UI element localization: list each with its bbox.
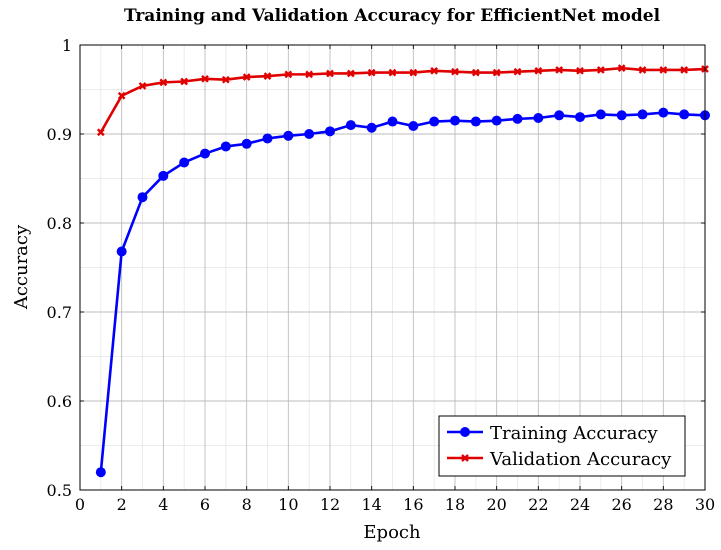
data-point-validation <box>201 74 209 83</box>
x-tick-label: 8 <box>242 495 252 514</box>
data-point-training <box>325 126 335 137</box>
data-point-validation <box>555 66 564 74</box>
y-tick-label: 1 <box>62 36 72 55</box>
data-point-training <box>450 115 460 126</box>
data-point-training <box>387 116 398 127</box>
y-tick-label: 0.9 <box>47 125 72 144</box>
data-point-training <box>470 116 481 127</box>
ticks: 0 2 4 6 8 10 12 14 16 18 20 22 24 26 28 300.50.60.70.80… <box>47 36 716 514</box>
plot-frame <box>79 44 706 491</box>
data-point-training <box>220 141 231 152</box>
legend-label-validation: Validation Accuracy <box>489 449 672 470</box>
data-point-training <box>491 115 502 126</box>
data-point-training <box>200 148 210 159</box>
y-tick-label: 0.6 <box>47 392 72 411</box>
data-point-validation <box>617 64 626 72</box>
data-point-training <box>116 246 127 257</box>
data-point-validation <box>430 66 439 75</box>
legend-box <box>438 415 686 477</box>
data-point-training <box>95 467 106 478</box>
data-point-validation <box>180 77 189 86</box>
data-point-validation <box>680 66 689 74</box>
data-point-validation <box>117 91 126 100</box>
data-point-training <box>658 107 669 118</box>
series-line-validation <box>99 66 706 133</box>
data-point-validation <box>659 66 668 74</box>
data-point-training <box>158 170 169 181</box>
data-point-validation <box>263 72 272 80</box>
x-tick-label: 6 <box>200 495 210 514</box>
legend-marker-validation <box>461 454 469 462</box>
y-tick-label: 0.8 <box>47 214 72 233</box>
data-point-training <box>533 112 544 123</box>
data-point-validation <box>242 73 251 81</box>
data-point-validation <box>284 70 293 79</box>
data-point-training <box>408 120 419 131</box>
data-point-validation <box>305 70 314 79</box>
x-tick-label: 26 <box>611 495 631 514</box>
x-tick-label: 10 <box>278 495 298 514</box>
data-point-training <box>137 192 148 203</box>
data-point-training <box>179 157 190 168</box>
data-point-training <box>241 138 252 149</box>
x-tick-label: 4 <box>158 495 168 514</box>
data-point-validation <box>159 78 168 87</box>
x-tick-label: 22 <box>528 495 548 514</box>
data-point-validation <box>326 69 334 78</box>
data-point-validation <box>367 68 376 77</box>
data-point-training <box>575 112 585 123</box>
data-point-validation <box>96 128 105 137</box>
data-point-training <box>429 116 440 127</box>
legend-marker-training <box>460 427 470 437</box>
data-point-training <box>679 109 690 120</box>
x-tick-label: 20 <box>486 495 506 514</box>
data-point-training <box>595 109 606 120</box>
data-point-training <box>304 129 315 139</box>
data-point-validation <box>513 67 522 76</box>
x-tick-label: 24 <box>570 495 590 514</box>
y-tick-label: 0.5 <box>47 481 72 500</box>
x-tick-label: 2 <box>117 495 127 514</box>
data-point-validation <box>138 82 147 90</box>
data-point-validation <box>638 66 647 74</box>
x-tick-label: 28 <box>653 495 673 514</box>
data-point-validation <box>221 75 230 84</box>
x-tick-label: 12 <box>320 495 340 514</box>
x-tick-label: 0 <box>75 495 85 514</box>
data-point-validation <box>451 67 459 76</box>
legend-label-training: Training Accuracy <box>490 423 658 444</box>
data-point-validation <box>492 68 501 77</box>
data-point-training <box>262 133 273 144</box>
x-tick-label: 30 <box>695 495 715 514</box>
data-point-training <box>283 130 294 141</box>
y-tick-label: 0.7 <box>47 303 72 322</box>
series-layer <box>95 64 710 478</box>
legend: Training Accuracy Validation Accuracy <box>438 415 686 477</box>
data-point-validation <box>471 68 480 77</box>
data-point-training <box>554 110 565 121</box>
chart-title: Training and Validation Accuracy for Eff… <box>124 6 661 26</box>
data-point-validation <box>409 68 418 77</box>
y-axis-label: Accuracy <box>11 224 32 310</box>
data-point-validation <box>596 66 605 74</box>
data-point-validation <box>346 69 355 78</box>
x-tick-label: 16 <box>403 495 423 514</box>
data-point-training <box>616 110 627 121</box>
x-axis-label: Epoch <box>363 522 421 543</box>
data-point-training <box>512 113 523 124</box>
x-tick-label: 14 <box>361 495 381 514</box>
data-point-training <box>345 120 356 131</box>
x-tick-label: 18 <box>445 495 465 514</box>
data-point-training <box>366 122 377 133</box>
data-point-validation <box>388 68 397 77</box>
data-point-training <box>637 109 648 120</box>
data-point-validation <box>534 66 543 75</box>
data-point-validation <box>576 66 584 75</box>
